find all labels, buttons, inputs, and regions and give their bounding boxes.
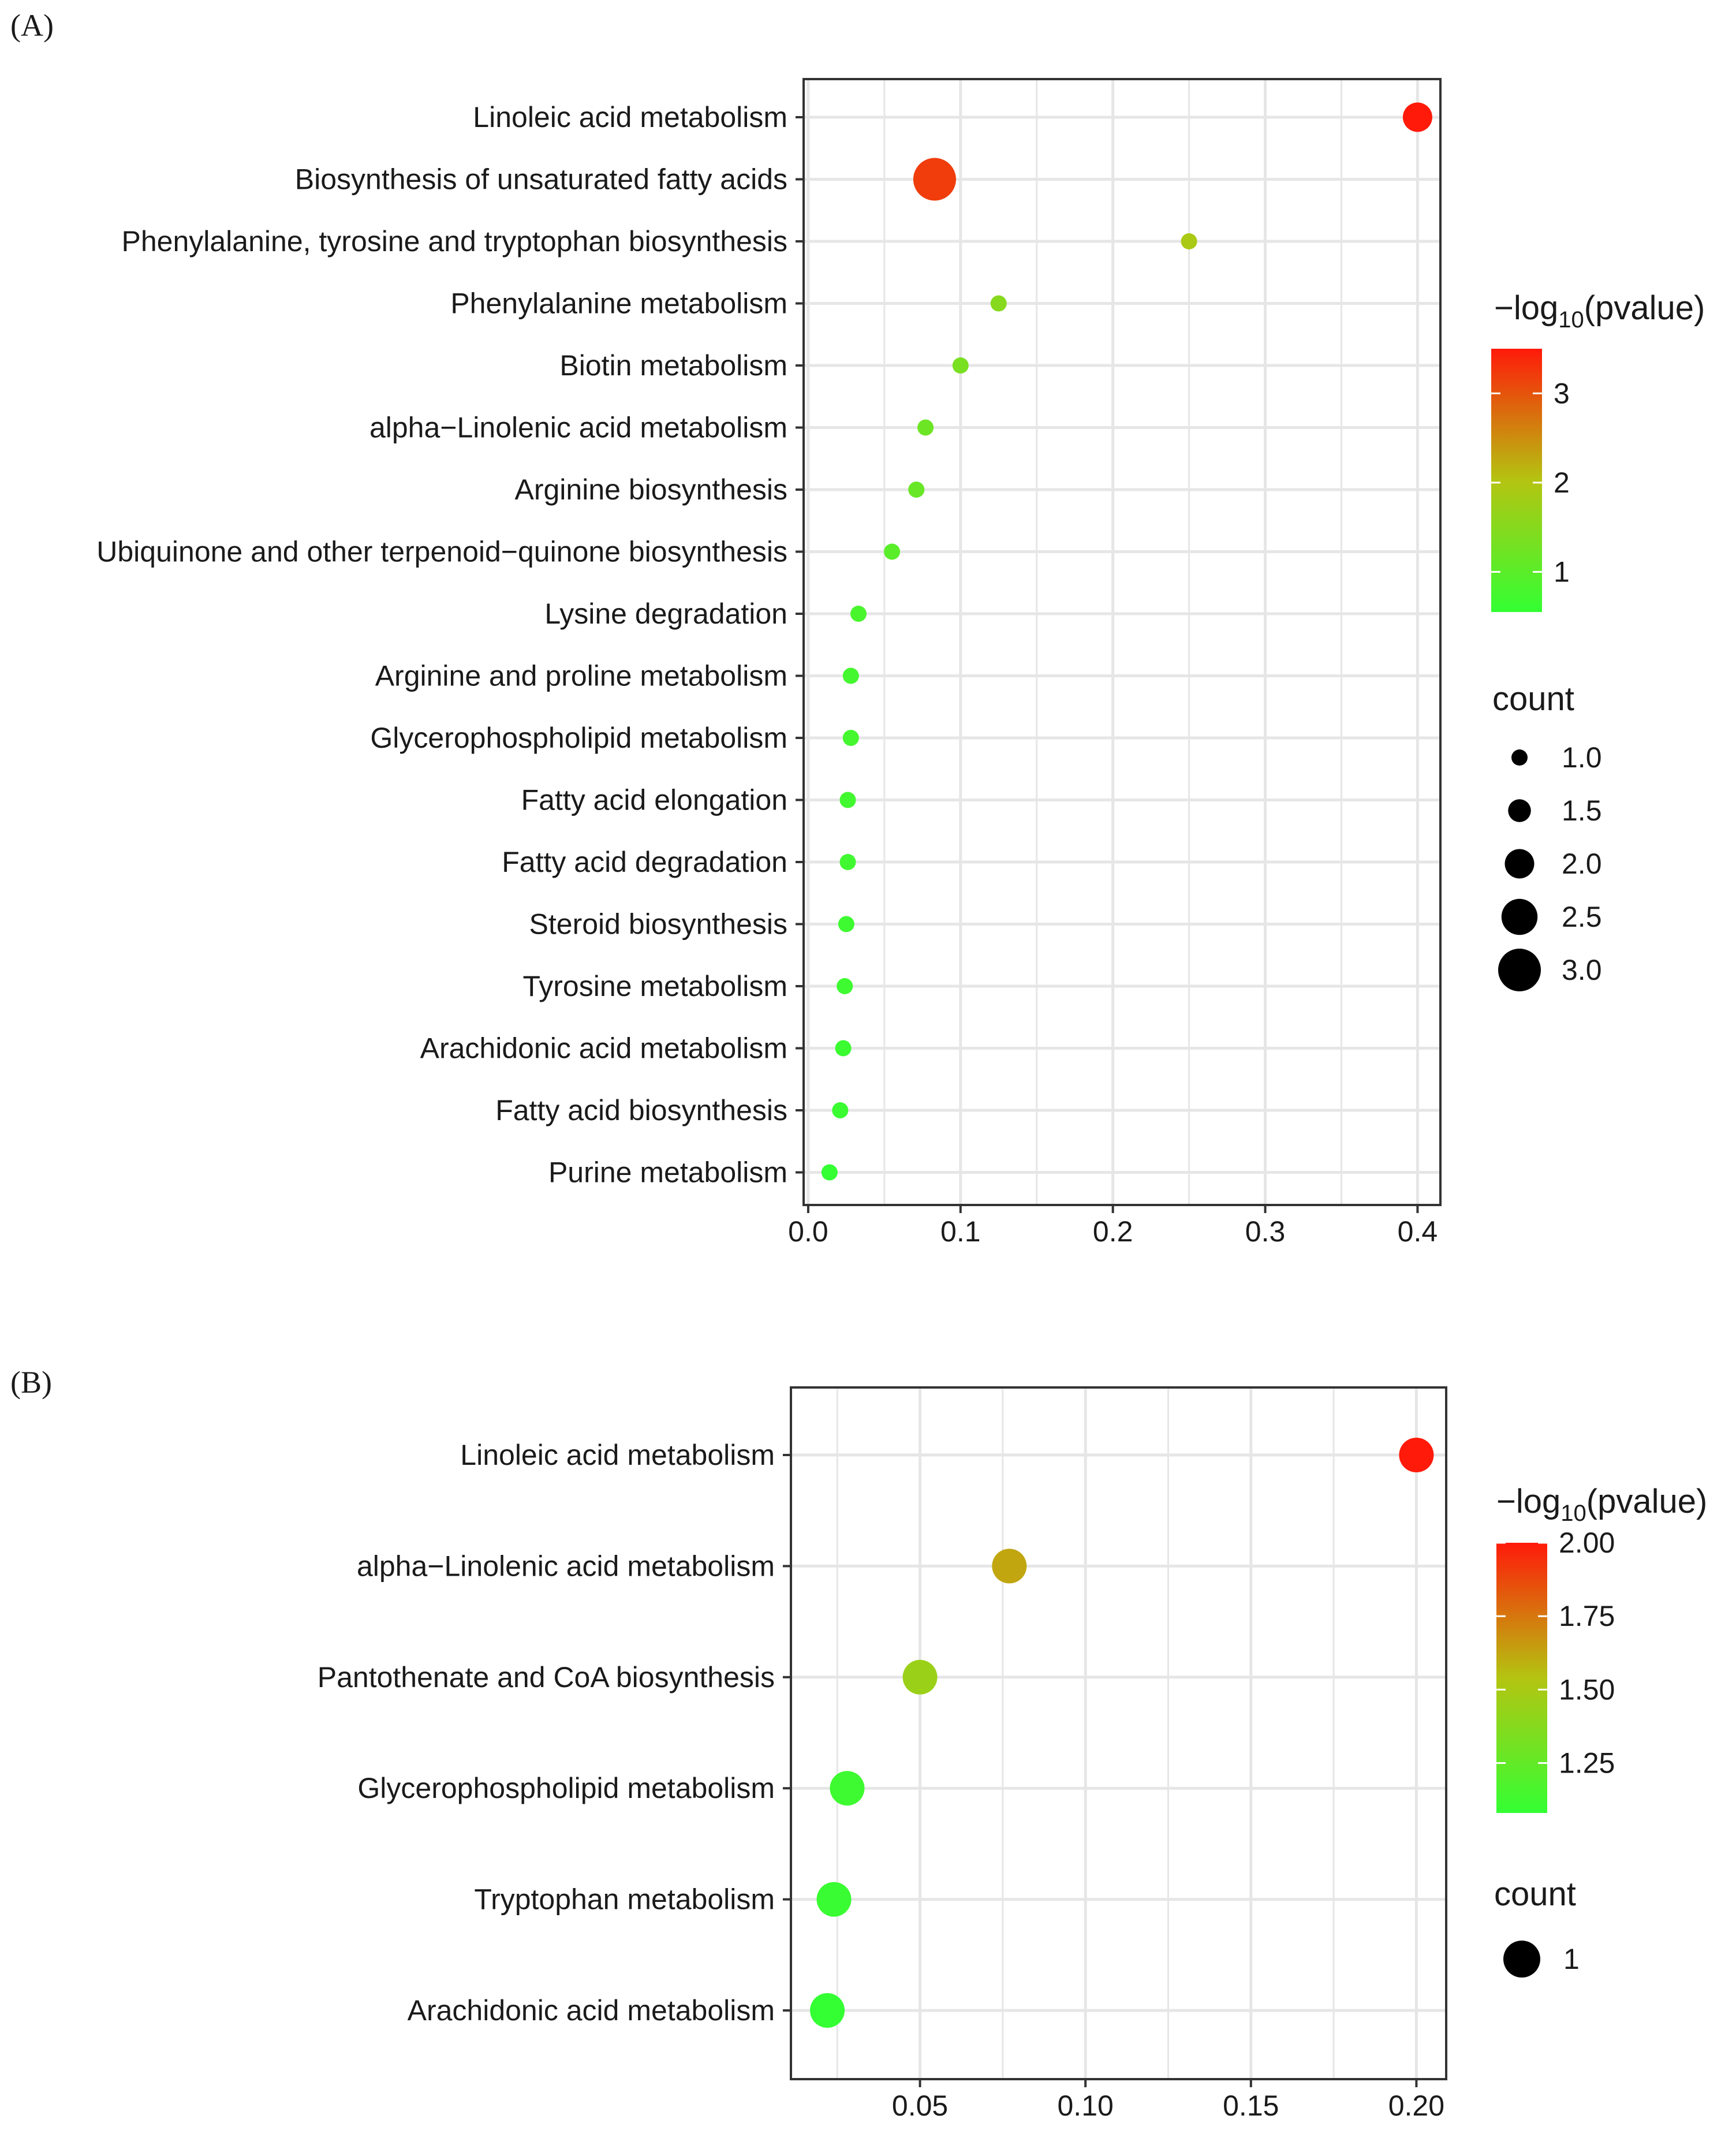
category-label: alpha−Linolenic acid metabolism [357,1550,775,1582]
data-point[interactable] [952,357,969,374]
x-tick-label: 0.2 [1093,1215,1133,1248]
color-legend-title-main: −log [1496,1483,1560,1520]
category-label: Tyrosine metabolism [523,970,788,1002]
data-point[interactable] [810,1993,845,2028]
category-label: Ubiquinone and other terpenoid−quinone b… [96,536,787,568]
category-label: Arginine biosynthesis [515,473,788,506]
category-label: Glycerophospholipid metabolism [370,722,787,754]
data-point[interactable] [842,730,859,746]
data-point[interactable] [1402,102,1432,132]
data-point[interactable] [821,1164,838,1181]
x-tick-label: 0.05 [892,2090,948,2122]
panel-label: (B) [10,1365,52,1400]
colorbar-tick-label: 1 [1554,555,1570,588]
data-point[interactable] [832,1102,849,1118]
size-legend-label: 1 [1563,1943,1580,1975]
data-point[interactable] [839,854,856,870]
color-legend-title-main: −log [1494,289,1558,327]
category-label: Arginine and proline metabolism [375,660,787,692]
category-label: Pantothenate and CoA biosynthesis [318,1661,775,1693]
data-point[interactable] [908,482,925,498]
colorbar-tick-label: 1.50 [1559,1673,1615,1706]
x-tick-label: 0.4 [1398,1215,1438,1248]
size-legend-key [1508,799,1531,822]
x-tick-label: 0.3 [1245,1215,1286,1248]
size-legend-label: 2.5 [1562,901,1602,933]
x-tick-label: 0.20 [1388,2090,1444,2122]
size-legend-key [1503,1941,1540,1978]
size-legend-label: 2.0 [1562,848,1602,880]
category-label: Steroid biosynthesis [529,908,787,941]
color-legend-title-suffix: (pvalue) [1584,289,1705,327]
plot-border [790,1386,1447,2080]
color-legend-title: −log10(pvalue) [1494,289,1705,333]
size-legend-label: 3.0 [1562,954,1602,986]
data-point[interactable] [816,1882,852,1917]
category-label: Fatty acid degradation [502,846,787,878]
color-legend-title: −log10(pvalue) [1496,1483,1707,1526]
category-label: Purine metabolism [548,1156,787,1189]
data-point[interactable] [990,295,1007,312]
data-point[interactable] [830,1771,865,1806]
colorbar [1496,1543,1547,1813]
category-label: Fatty acid elongation [521,784,787,816]
data-point[interactable] [842,667,859,684]
category-label: Biotin metabolism [559,349,787,382]
category-label: Linoleic acid metabolism [460,1439,775,1471]
data-point[interactable] [837,978,853,994]
plot-border [802,78,1442,1206]
data-point[interactable] [839,792,856,808]
colorbar-tick-label: 1.25 [1559,1747,1615,1779]
data-point[interactable] [838,916,854,932]
color-legend-title-subscript: 10 [1558,307,1584,333]
data-point[interactable] [917,419,934,436]
category-label: Tryptophan metabolism [474,1883,775,1916]
size-legend-key [1511,749,1528,766]
category-label: alpha−Linolenic acid metabolism [369,412,787,444]
category-label: Phenylalanine metabolism [450,288,787,320]
data-point[interactable] [902,1659,938,1695]
panel-b: (B) Linoleic acid metabolism alpha−Linolen… [10,1365,1707,2122]
x-tick-label: 0.0 [788,1215,828,1248]
x-tick-label: 0.10 [1058,2090,1114,2122]
colorbar-tick-label: 2.00 [1559,1527,1615,1559]
category-label: Glycerophospholipid metabolism [357,1772,775,1804]
colorbar-tick-label: 3 [1554,377,1570,409]
size-legend-title: count [1492,680,1574,718]
category-label: Biosynthesis of unsaturated fatty acids [295,163,787,196]
category-label: Lysine degradation [544,598,787,630]
panel-label: (A) [10,8,54,43]
category-label: Arachidonic acid metabolism [408,1994,775,2027]
data-point[interactable] [884,543,901,560]
category-label: Arachidonic acid metabolism [420,1032,787,1065]
size-legend-title: count [1494,1875,1576,1913]
data-point[interactable] [850,606,867,622]
color-legend-title-subscript: 10 [1560,1501,1586,1526]
data-point[interactable] [1181,233,1197,249]
size-legend-label: 1.0 [1562,741,1602,774]
size-legend-key [1498,949,1541,991]
data-point[interactable] [913,158,956,201]
category-label: Phenylalanine, tyrosine and tryptophan b… [121,225,787,258]
color-legend-title-suffix: (pvalue) [1586,1483,1708,1520]
size-legend-label: 1.5 [1562,794,1602,827]
category-label: Fatty acid biosynthesis [495,1094,787,1126]
plot-background [791,1387,1446,2079]
size-legend-key [1501,898,1538,935]
colorbar-tick-label: 2 [1554,467,1570,499]
data-point[interactable] [1399,1438,1434,1472]
size-legend-key [1504,849,1535,879]
colorbar-tick-label: 1.75 [1559,1600,1615,1632]
category-label: Linoleic acid metabolism [473,101,787,133]
panel-a: (A) Linoleic acid metabolism Biosynthesis … [10,8,1705,1248]
x-tick-label: 0.15 [1223,2090,1279,2122]
x-tick-label: 0.1 [940,1215,981,1248]
data-point[interactable] [992,1549,1027,1584]
plot-background [804,79,1440,1205]
data-point[interactable] [835,1040,852,1057]
